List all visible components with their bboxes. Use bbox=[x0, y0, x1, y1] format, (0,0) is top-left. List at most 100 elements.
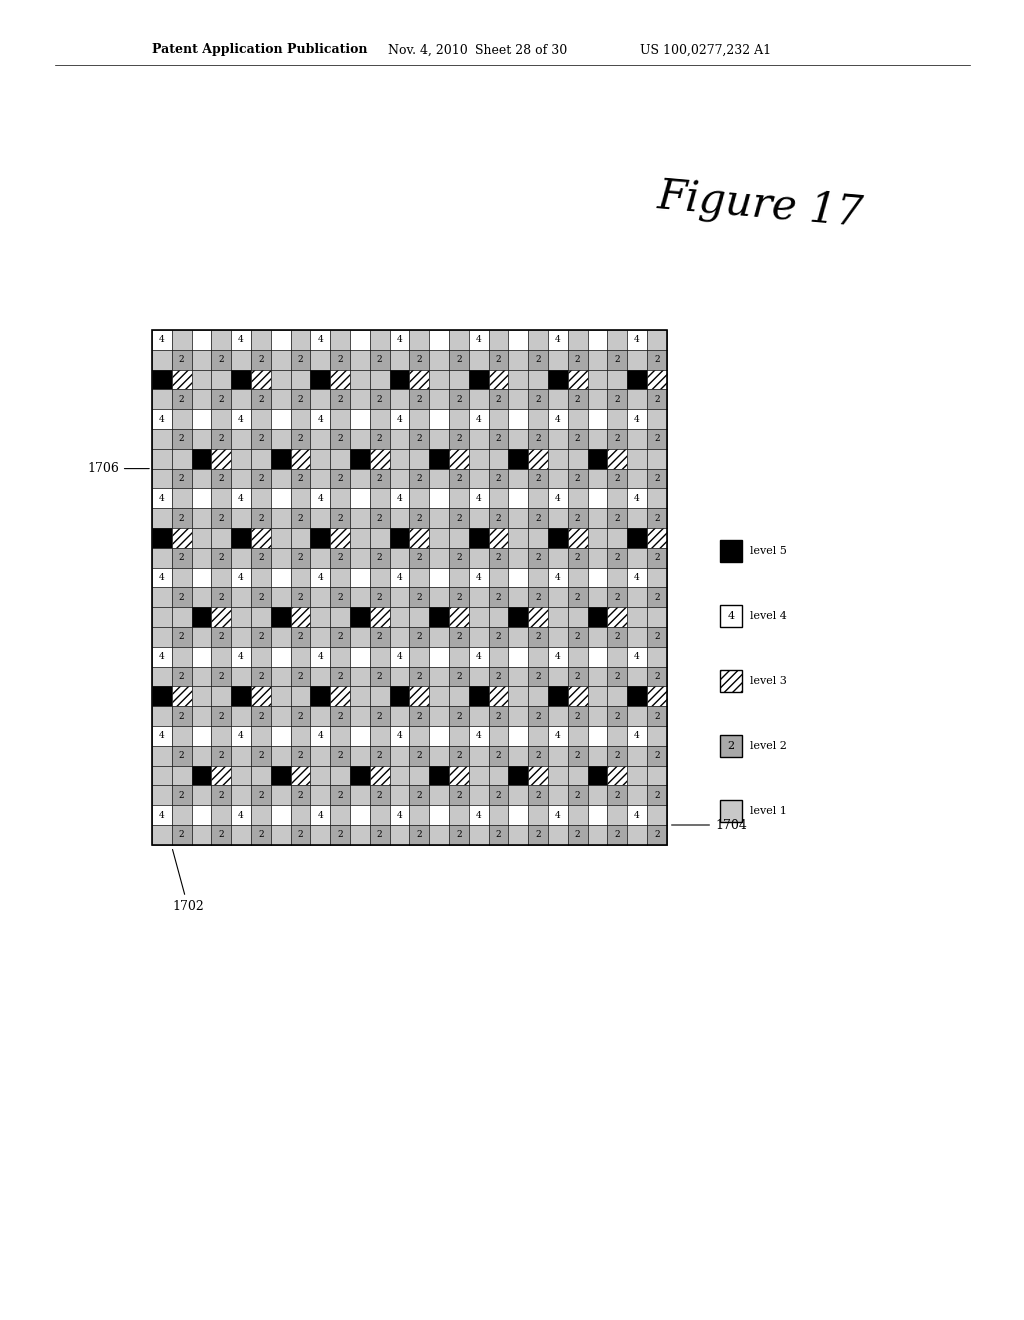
Bar bbox=[567, 686, 588, 706]
Text: 2: 2 bbox=[258, 672, 264, 681]
Bar bbox=[488, 469, 508, 488]
Bar bbox=[410, 825, 429, 845]
Bar bbox=[191, 508, 211, 528]
Text: 2: 2 bbox=[574, 513, 581, 523]
Bar bbox=[567, 449, 588, 469]
Bar bbox=[152, 449, 172, 469]
Bar bbox=[270, 746, 291, 766]
Bar bbox=[231, 568, 251, 587]
Bar bbox=[528, 488, 548, 508]
Bar bbox=[152, 647, 172, 667]
Text: 2: 2 bbox=[179, 672, 184, 681]
Bar bbox=[251, 746, 270, 766]
Text: 2: 2 bbox=[536, 830, 541, 840]
Bar bbox=[389, 726, 410, 746]
Bar bbox=[291, 409, 310, 429]
Text: 2: 2 bbox=[614, 672, 621, 681]
Text: 2: 2 bbox=[179, 474, 184, 483]
Text: 2: 2 bbox=[377, 434, 383, 444]
Bar bbox=[310, 350, 330, 370]
Bar bbox=[567, 607, 588, 627]
Text: 2: 2 bbox=[258, 474, 264, 483]
Bar bbox=[469, 370, 488, 389]
Bar bbox=[588, 409, 607, 429]
Text: 4: 4 bbox=[239, 652, 244, 661]
Bar bbox=[627, 706, 647, 726]
Text: 4: 4 bbox=[317, 810, 324, 820]
Bar bbox=[508, 508, 528, 528]
Bar bbox=[588, 785, 607, 805]
Bar bbox=[270, 825, 291, 845]
Bar bbox=[588, 587, 607, 607]
Text: 2: 2 bbox=[654, 553, 659, 562]
Bar bbox=[567, 805, 588, 825]
Bar bbox=[429, 350, 449, 370]
Text: 4: 4 bbox=[159, 335, 165, 345]
Bar bbox=[449, 548, 469, 568]
Bar bbox=[370, 370, 389, 389]
Bar bbox=[469, 508, 488, 528]
Bar bbox=[410, 449, 429, 469]
Bar bbox=[488, 370, 508, 389]
Bar bbox=[370, 488, 389, 508]
Bar bbox=[211, 568, 231, 587]
Bar bbox=[607, 528, 627, 548]
Text: 4: 4 bbox=[476, 494, 481, 503]
Bar bbox=[588, 330, 607, 350]
Bar bbox=[449, 785, 469, 805]
Bar bbox=[567, 389, 588, 409]
Bar bbox=[231, 785, 251, 805]
Bar bbox=[152, 488, 172, 508]
Bar bbox=[310, 488, 330, 508]
Bar bbox=[251, 667, 270, 686]
Bar bbox=[350, 766, 370, 785]
Bar bbox=[330, 805, 350, 825]
Bar bbox=[389, 469, 410, 488]
Text: 2: 2 bbox=[298, 791, 303, 800]
Text: 4: 4 bbox=[239, 810, 244, 820]
Bar bbox=[389, 607, 410, 627]
Bar bbox=[251, 825, 270, 845]
Bar bbox=[528, 429, 548, 449]
Bar bbox=[270, 785, 291, 805]
Text: 4: 4 bbox=[476, 810, 481, 820]
Text: 2: 2 bbox=[417, 632, 422, 642]
Bar bbox=[231, 528, 251, 548]
Bar bbox=[152, 370, 172, 389]
Bar bbox=[469, 706, 488, 726]
Bar bbox=[389, 587, 410, 607]
Bar bbox=[449, 726, 469, 746]
Text: 2: 2 bbox=[298, 593, 303, 602]
Bar bbox=[488, 389, 508, 409]
Bar bbox=[508, 647, 528, 667]
Bar bbox=[152, 785, 172, 805]
Bar bbox=[429, 528, 449, 548]
Text: 2: 2 bbox=[298, 553, 303, 562]
Bar bbox=[389, 508, 410, 528]
Text: 2: 2 bbox=[456, 474, 462, 483]
Text: 2: 2 bbox=[337, 395, 343, 404]
Bar bbox=[270, 548, 291, 568]
Bar bbox=[251, 469, 270, 488]
Text: 2: 2 bbox=[536, 791, 541, 800]
Bar bbox=[647, 706, 667, 726]
Bar bbox=[548, 825, 567, 845]
Text: 2: 2 bbox=[654, 355, 659, 364]
Text: 2: 2 bbox=[258, 434, 264, 444]
Bar bbox=[330, 409, 350, 429]
Text: 2: 2 bbox=[337, 355, 343, 364]
Text: 2: 2 bbox=[496, 474, 502, 483]
Text: 4: 4 bbox=[159, 810, 165, 820]
Bar bbox=[330, 726, 350, 746]
Text: 2: 2 bbox=[496, 632, 502, 642]
Bar bbox=[488, 726, 508, 746]
Bar bbox=[429, 785, 449, 805]
Bar bbox=[370, 647, 389, 667]
Bar bbox=[548, 587, 567, 607]
Bar bbox=[350, 706, 370, 726]
Text: 2: 2 bbox=[337, 830, 343, 840]
Bar bbox=[429, 627, 449, 647]
Bar bbox=[172, 607, 191, 627]
Bar bbox=[291, 805, 310, 825]
Text: Sheet 28 of 30: Sheet 28 of 30 bbox=[475, 44, 567, 57]
